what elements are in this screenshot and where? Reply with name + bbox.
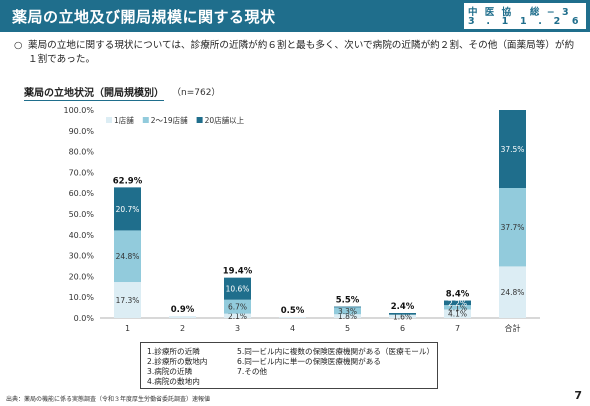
document-date-label: 3 . 1 1 . 2 6	[468, 16, 583, 27]
bar-segment	[444, 309, 471, 318]
legend-item-4: 4.病院の敷地内	[147, 377, 200, 386]
bar-segment-label: 37.7%	[501, 223, 525, 232]
source-note: 出典：薬局の機能に係る実態調査（令和３年度厚生労働省委託調査）速報値	[6, 396, 211, 403]
bar-segment	[389, 314, 416, 318]
document-committee-label: 中 医 協 総 − 3	[468, 7, 571, 18]
bar-segment-label: 24.8%	[116, 252, 140, 261]
y-tick-label: 30.0%	[69, 252, 95, 261]
slide-header: 薬局の立地及び開局規模に関する現状 中 医 協 総 − 3 3 . 1 1 . …	[0, 0, 590, 32]
summary-bullet: ○	[14, 40, 23, 51]
legend-swatch	[142, 117, 149, 123]
bar-segment	[224, 277, 251, 300]
x-tick-label: 5	[345, 324, 350, 333]
slide-title: 薬局の立地及び開局規模に関する現状	[12, 8, 276, 26]
bar-segment	[499, 188, 526, 267]
legend-swatch	[196, 117, 203, 123]
chart-section-title: 薬局の立地状況（開局規模別）	[24, 84, 164, 101]
y-axis: 0.0% 10.0% 20.0% 30.0% 40.0% 50.0% 60.0% 70.0% 8…	[63, 106, 94, 323]
bar-segment-label: 1.6%	[393, 312, 412, 321]
x-tick-label: 合計	[505, 323, 521, 333]
y-tick-label: 70.0%	[69, 168, 95, 177]
bar-segment	[169, 316, 196, 318]
bar-total-label: 0.9%	[171, 305, 195, 315]
summary-text: 薬局の立地に関する現状については、診療所の近隣が約６割と最も多く、次いで病院の近…	[28, 40, 575, 65]
legend-item-7: 7.その他	[237, 367, 268, 376]
document-number-box: 中 医 協 総 − 3 3 . 1 1 . 2 6	[464, 3, 586, 29]
x-tick-label: 3	[235, 324, 240, 333]
y-tick-label: 20.0%	[69, 272, 95, 281]
bar-segment-label: 6.7%	[228, 303, 247, 312]
legend-item-3: 3.病院の近隣	[147, 367, 193, 376]
x-tick-label: 2	[180, 324, 185, 333]
bar-segment-label: 1.8%	[338, 312, 357, 321]
bar-segment	[389, 313, 416, 315]
bar-segment	[444, 300, 471, 306]
bar-segment-label: 2.1%	[228, 312, 247, 321]
summary-text-block: ○ 薬局の立地に関する現状については、診療所の近隣が約６割と最も多く、次いで病院…	[14, 39, 580, 67]
bar-segment-label: 4.1%	[448, 310, 467, 319]
bar-segment	[279, 316, 306, 318]
bar-segment	[224, 299, 251, 314]
y-tick-label: 50.0%	[69, 210, 95, 219]
x-tick-label: 4	[290, 324, 295, 333]
x-tick-label: 6	[400, 324, 405, 333]
bar-segment	[114, 187, 141, 231]
chart-legend: 1店舗 2～19店舗 20店舗以上	[106, 115, 245, 125]
page-number: 7	[574, 389, 582, 402]
bar-segment	[114, 230, 141, 283]
stacked-bar-chart: 0.0% 10.0% 20.0% 30.0% 40.0% 50.0% 60.0% 70.0% 8…	[63, 106, 540, 333]
y-tick-label: 10.0%	[69, 293, 95, 302]
chart-sample-size: （n=762）	[172, 88, 221, 98]
legend-series-label: 1店舗	[114, 115, 134, 125]
bar-total-label: 5.5%	[336, 296, 360, 306]
y-tick-label: 100.0%	[63, 106, 94, 115]
bar-segment	[224, 313, 251, 318]
bar-series: 17.3%24.8%20.7%62.9%0.9%2.1%6.7%10.6%19.…	[113, 110, 526, 321]
legend-swatch	[106, 117, 112, 123]
bar-total-label: 0.5%	[281, 306, 305, 316]
legend-series-label: 20店舗以上	[205, 115, 245, 125]
bar-total-label: 62.9%	[113, 176, 143, 186]
bar-total-label: 2.4%	[391, 302, 415, 312]
x-axis: 1 2 3 4 5 6 7 合計	[100, 317, 540, 333]
bar-segment-label: 24.8%	[501, 288, 525, 297]
legend-item-2: 2.診療所の敷地内	[147, 357, 208, 366]
y-tick-label: 40.0%	[69, 231, 95, 240]
bar-segment	[334, 307, 361, 315]
bar-segment-label: 10.6%	[226, 285, 250, 294]
bar-total-label: 19.4%	[223, 267, 253, 277]
legend-series-label: 2～19店舗	[151, 115, 188, 125]
bar-segment-label: 3.3%	[338, 307, 357, 316]
y-tick-label: 0.0%	[74, 314, 95, 323]
location-category-legend: 1.診療所の近隣 2.診療所の敷地内 3.病院の近隣 4.病院の敷地内 5.同一…	[140, 342, 438, 389]
x-tick-label: 1	[125, 324, 130, 333]
bar-segment	[334, 314, 361, 318]
bar-segment	[334, 306, 361, 308]
bar-segment-label: 2.1%	[448, 303, 467, 312]
legend-item-6: 6.同一ビル内に単一の保険医療機関がある	[237, 357, 381, 366]
y-tick-label: 60.0%	[69, 189, 95, 198]
bar-segment	[499, 110, 526, 188]
bar-segment-label: 20.7%	[116, 205, 140, 214]
y-tick-label: 80.0%	[69, 148, 95, 157]
bar-segment-label: 17.3%	[116, 296, 140, 305]
bar-segment-label: 2.2%	[448, 299, 467, 308]
bar-segment	[444, 305, 471, 310]
x-tick-label: 7	[455, 324, 460, 333]
bar-total-label: 8.4%	[446, 290, 470, 300]
bar-segment	[114, 282, 141, 318]
bar-segment-label: 37.5%	[501, 145, 525, 154]
legend-item-1: 1.診療所の近隣	[147, 347, 200, 356]
legend-item-5: 5.同一ビル内に複数の保険医療機関がある（医療モール）	[237, 347, 435, 356]
bar-segment	[499, 266, 526, 318]
y-tick-label: 90.0%	[69, 127, 95, 136]
